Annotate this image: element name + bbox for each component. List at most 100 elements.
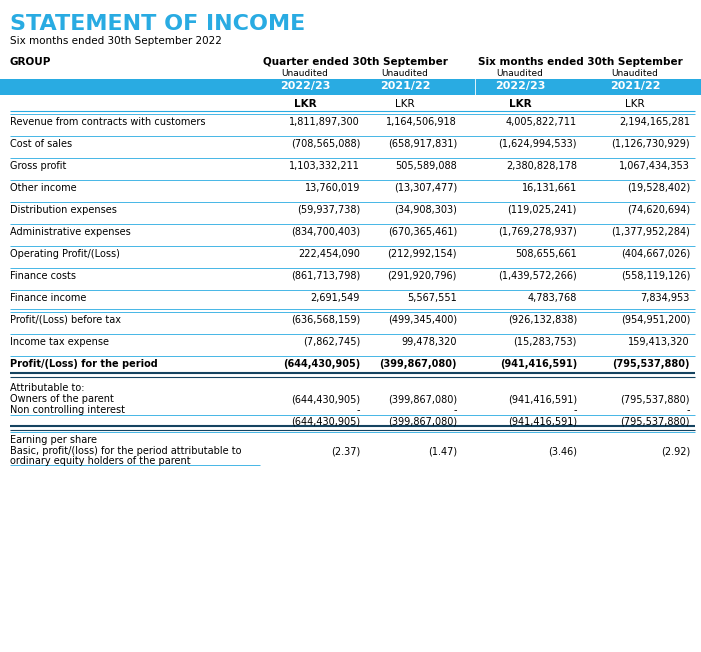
Text: 2,194,165,281: 2,194,165,281 xyxy=(619,117,690,127)
Text: 99,478,320: 99,478,320 xyxy=(402,337,457,347)
Text: 2022/23: 2022/23 xyxy=(280,81,330,91)
Text: 5,567,551: 5,567,551 xyxy=(407,293,457,303)
Text: 16,131,661: 16,131,661 xyxy=(522,183,577,193)
Text: Unaudited: Unaudited xyxy=(381,69,428,78)
Text: (644,430,905): (644,430,905) xyxy=(291,416,360,426)
Text: (404,667,026): (404,667,026) xyxy=(621,249,690,259)
Text: 1,811,897,300: 1,811,897,300 xyxy=(290,117,360,127)
Text: (670,365,461): (670,365,461) xyxy=(388,227,457,237)
Text: Unaudited: Unaudited xyxy=(611,69,658,78)
Text: (1.47): (1.47) xyxy=(428,446,457,456)
Text: 2022/23: 2022/23 xyxy=(495,81,545,91)
Text: (658,917,831): (658,917,831) xyxy=(388,139,457,149)
Text: 1,164,506,918: 1,164,506,918 xyxy=(386,117,457,127)
Text: (795,537,880): (795,537,880) xyxy=(613,359,690,369)
Text: Basic, profit/(loss) for the period attributable to: Basic, profit/(loss) for the period attr… xyxy=(10,446,242,456)
Text: Gross profit: Gross profit xyxy=(10,161,67,171)
Text: (834,700,403): (834,700,403) xyxy=(291,227,360,237)
Text: Earning per share: Earning per share xyxy=(10,435,97,445)
Text: (941,416,591): (941,416,591) xyxy=(508,394,577,404)
Text: 505,589,088: 505,589,088 xyxy=(395,161,457,171)
Text: Profit/(Loss) for the period: Profit/(Loss) for the period xyxy=(10,359,158,369)
Text: Administrative expenses: Administrative expenses xyxy=(10,227,131,237)
Text: (7,862,745): (7,862,745) xyxy=(303,337,360,347)
Text: (3.46): (3.46) xyxy=(548,446,577,456)
Text: (34,908,303): (34,908,303) xyxy=(394,205,457,215)
Text: 4,005,822,711: 4,005,822,711 xyxy=(506,117,577,127)
Text: Quarter ended 30th September: Quarter ended 30th September xyxy=(263,57,447,67)
Text: (1,126,730,929): (1,126,730,929) xyxy=(611,139,690,149)
Text: (644,430,905): (644,430,905) xyxy=(291,394,360,404)
Text: 508,655,661: 508,655,661 xyxy=(515,249,577,259)
Text: (708,565,088): (708,565,088) xyxy=(291,139,360,149)
Text: Income tax expense: Income tax expense xyxy=(10,337,109,347)
Text: Attributable to:: Attributable to: xyxy=(10,383,85,393)
Text: Distribution expenses: Distribution expenses xyxy=(10,205,117,215)
Text: (795,537,880): (795,537,880) xyxy=(620,394,690,404)
Text: (558,119,126): (558,119,126) xyxy=(620,271,690,281)
Text: LKR: LKR xyxy=(294,99,316,109)
Text: 2,691,549: 2,691,549 xyxy=(311,293,360,303)
Text: (74,620,694): (74,620,694) xyxy=(627,205,690,215)
Text: ordinary equity holders of the parent: ordinary equity holders of the parent xyxy=(10,456,191,466)
Text: (212,992,154): (212,992,154) xyxy=(388,249,457,259)
Text: -: - xyxy=(686,405,690,415)
Bar xyxy=(0,79,701,95)
Text: Non controlling interest: Non controlling interest xyxy=(10,405,125,415)
Text: (1,439,572,266): (1,439,572,266) xyxy=(498,271,577,281)
Text: (19,528,402): (19,528,402) xyxy=(627,183,690,193)
Text: 2021/22: 2021/22 xyxy=(380,81,430,91)
Text: (1,624,994,533): (1,624,994,533) xyxy=(498,139,577,149)
Text: 159,413,320: 159,413,320 xyxy=(628,337,690,347)
Text: (15,283,753): (15,283,753) xyxy=(514,337,577,347)
Text: -: - xyxy=(573,405,577,415)
Text: (644,430,905): (644,430,905) xyxy=(283,359,360,369)
Text: LKR: LKR xyxy=(509,99,531,109)
Text: (795,537,880): (795,537,880) xyxy=(620,416,690,426)
Text: 2,380,828,178: 2,380,828,178 xyxy=(506,161,577,171)
Text: STATEMENT OF INCOME: STATEMENT OF INCOME xyxy=(10,14,305,34)
Text: (954,951,200): (954,951,200) xyxy=(620,315,690,325)
Text: (13,307,477): (13,307,477) xyxy=(394,183,457,193)
Text: (636,568,159): (636,568,159) xyxy=(291,315,360,325)
Text: Owners of the parent: Owners of the parent xyxy=(10,394,114,404)
Text: (59,937,738): (59,937,738) xyxy=(297,205,360,215)
Text: GROUP: GROUP xyxy=(10,57,51,67)
Text: (941,416,591): (941,416,591) xyxy=(508,416,577,426)
Text: (399,867,080): (399,867,080) xyxy=(388,394,457,404)
Text: (2.92): (2.92) xyxy=(661,446,690,456)
Text: (399,867,080): (399,867,080) xyxy=(388,416,457,426)
Text: (399,867,080): (399,867,080) xyxy=(379,359,457,369)
Text: (926,132,838): (926,132,838) xyxy=(508,315,577,325)
Text: (1,769,278,937): (1,769,278,937) xyxy=(498,227,577,237)
Text: (861,713,798): (861,713,798) xyxy=(291,271,360,281)
Text: Finance income: Finance income xyxy=(10,293,86,303)
Text: -: - xyxy=(454,405,457,415)
Text: -: - xyxy=(357,405,360,415)
Text: LKR: LKR xyxy=(395,99,415,109)
Text: 4,783,768: 4,783,768 xyxy=(528,293,577,303)
Text: Cost of sales: Cost of sales xyxy=(10,139,72,149)
Text: Six months ended 30th September 2022: Six months ended 30th September 2022 xyxy=(10,36,222,46)
Text: Six months ended 30th September: Six months ended 30th September xyxy=(477,57,682,67)
Text: 222,454,090: 222,454,090 xyxy=(298,249,360,259)
Text: 13,760,019: 13,760,019 xyxy=(305,183,360,193)
Text: Profit/(Loss) before tax: Profit/(Loss) before tax xyxy=(10,315,121,325)
Text: Other income: Other income xyxy=(10,183,76,193)
Text: (499,345,400): (499,345,400) xyxy=(388,315,457,325)
Text: Unaudited: Unaudited xyxy=(496,69,543,78)
Text: Unaudited: Unaudited xyxy=(282,69,329,78)
Text: 1,067,434,353: 1,067,434,353 xyxy=(619,161,690,171)
Text: 2021/22: 2021/22 xyxy=(610,81,660,91)
Text: (1,377,952,284): (1,377,952,284) xyxy=(611,227,690,237)
Text: 1,103,332,211: 1,103,332,211 xyxy=(289,161,360,171)
Text: (291,920,796): (291,920,796) xyxy=(388,271,457,281)
Text: Finance costs: Finance costs xyxy=(10,271,76,281)
Text: Operating Profit/(Loss): Operating Profit/(Loss) xyxy=(10,249,120,259)
Text: (119,025,241): (119,025,241) xyxy=(508,205,577,215)
Text: (941,416,591): (941,416,591) xyxy=(500,359,577,369)
Text: LKR: LKR xyxy=(625,99,645,109)
Text: (2.37): (2.37) xyxy=(331,446,360,456)
Text: 7,834,953: 7,834,953 xyxy=(641,293,690,303)
Text: Revenue from contracts with customers: Revenue from contracts with customers xyxy=(10,117,205,127)
